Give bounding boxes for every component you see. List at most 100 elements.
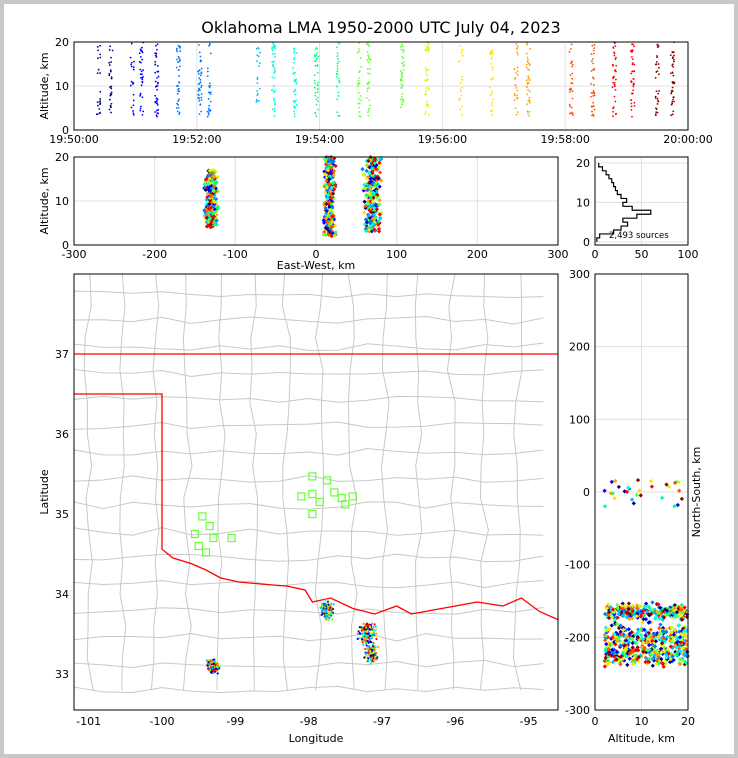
source-point xyxy=(612,76,615,79)
source-point xyxy=(99,102,102,105)
source-point xyxy=(367,632,370,635)
source-point xyxy=(177,104,180,106)
source-point xyxy=(657,100,660,103)
source-point xyxy=(358,625,361,629)
source-point xyxy=(617,657,622,663)
source-point xyxy=(656,43,659,46)
source-point xyxy=(138,61,141,63)
source-point xyxy=(372,656,375,660)
source-point xyxy=(255,101,258,103)
source-point xyxy=(273,77,276,79)
source-point xyxy=(602,664,607,669)
source-point xyxy=(631,62,634,64)
source-point xyxy=(314,64,317,67)
source-point xyxy=(327,182,332,187)
source-point xyxy=(367,227,372,233)
source-point xyxy=(368,87,371,89)
source-point xyxy=(461,78,463,81)
source-point xyxy=(529,47,532,50)
source-point xyxy=(292,67,295,69)
source-point xyxy=(199,78,202,81)
source-point xyxy=(620,613,625,618)
source-point xyxy=(528,99,531,101)
source-point xyxy=(359,95,362,97)
source-point xyxy=(528,63,531,65)
source-point xyxy=(643,617,649,622)
source-point xyxy=(618,662,623,667)
source-point xyxy=(209,100,212,103)
source-point xyxy=(99,101,101,103)
source-point xyxy=(590,82,593,85)
source-point xyxy=(459,88,462,91)
source-point xyxy=(141,96,144,99)
source-point xyxy=(569,74,572,76)
source-point xyxy=(199,89,201,92)
source-point xyxy=(679,640,684,645)
source-point xyxy=(605,662,610,667)
source-point xyxy=(491,77,494,80)
source-point xyxy=(366,213,371,218)
source-point xyxy=(293,112,296,115)
altitude-histogram-frame xyxy=(594,156,689,246)
x-tick-label: -99 xyxy=(226,715,244,728)
source-point xyxy=(273,91,275,94)
source-point xyxy=(370,199,376,204)
source-point xyxy=(362,210,367,215)
source-point xyxy=(399,80,402,82)
source-point xyxy=(371,190,376,196)
source-point xyxy=(294,93,297,96)
source-point xyxy=(527,58,529,61)
source-point xyxy=(316,91,319,94)
y-tick-label: 0 xyxy=(62,124,69,137)
lma-station-marker xyxy=(348,492,357,501)
source-point xyxy=(154,71,157,74)
source-point xyxy=(259,87,261,90)
source-point xyxy=(256,76,259,79)
source-point xyxy=(316,47,319,50)
source-point xyxy=(315,57,318,60)
source-point xyxy=(315,103,318,106)
source-point xyxy=(648,652,654,657)
source-point xyxy=(207,202,212,207)
source-point xyxy=(324,599,327,602)
source-point xyxy=(359,115,362,118)
source-point xyxy=(274,56,277,58)
source-point xyxy=(368,186,373,191)
source-point xyxy=(612,107,615,110)
source-point xyxy=(208,658,211,662)
source-point xyxy=(425,72,428,75)
source-point xyxy=(369,625,372,628)
source-point xyxy=(332,233,337,238)
source-point xyxy=(656,602,661,607)
source-point xyxy=(490,110,492,113)
source-point xyxy=(603,648,608,654)
source-point xyxy=(358,102,361,105)
source-point xyxy=(212,199,217,204)
source-point xyxy=(156,99,158,102)
source-point xyxy=(653,639,659,644)
source-point xyxy=(215,660,219,663)
source-point xyxy=(427,105,430,108)
source-point xyxy=(176,102,178,105)
source-point xyxy=(141,73,143,76)
source-point xyxy=(660,628,666,634)
source-point xyxy=(591,114,593,117)
x-tick-label: -97 xyxy=(373,715,391,728)
source-point xyxy=(141,113,144,116)
lma-station-marker xyxy=(209,533,218,543)
source-point xyxy=(375,632,378,635)
source-point xyxy=(672,504,677,509)
source-point xyxy=(591,110,593,113)
source-point xyxy=(489,62,492,65)
source-point xyxy=(178,47,181,49)
y-axis-label: Altitude, km xyxy=(38,52,51,119)
source-point xyxy=(206,67,209,70)
source-point xyxy=(155,114,158,116)
x-tick-label: 20:00:00 xyxy=(663,133,712,146)
source-point xyxy=(327,199,332,205)
source-point xyxy=(613,85,616,87)
source-point xyxy=(378,216,383,221)
source-point xyxy=(427,43,430,46)
source-point xyxy=(177,55,180,58)
plan-view-frame xyxy=(73,273,559,711)
